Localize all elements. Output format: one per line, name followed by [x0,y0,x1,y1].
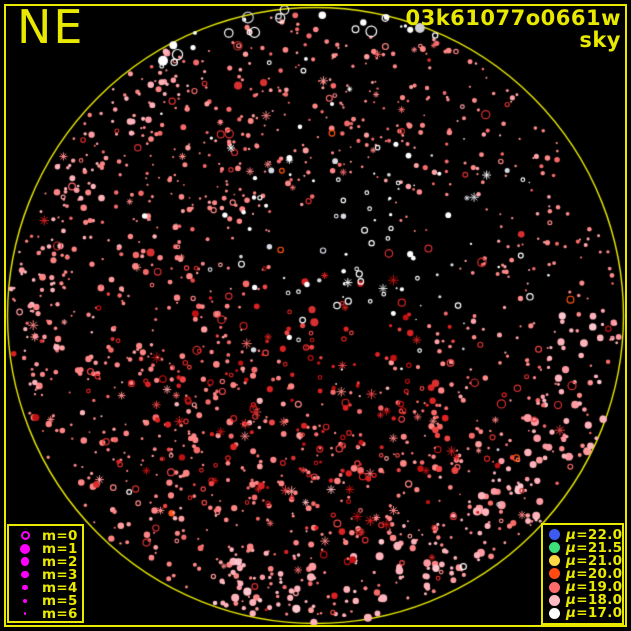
legend-row: μ=17.0 [548,605,623,622]
legend-label: μ=20.0 [566,565,623,582]
legend-label: m=3 [42,566,78,583]
legend-marker-slot [548,568,560,580]
legend-label: μ=21.5 [566,539,623,556]
legend-row: m=3 [17,566,78,583]
legend-label: m=2 [42,553,78,570]
legend-label: μ=19.0 [566,579,623,596]
dot-marker-icon [22,584,28,591]
legend-row: m=1 [17,540,78,557]
legend-row: m=5 [17,592,78,609]
legend-marker-slot [548,555,560,567]
dot-marker-icon [548,607,560,619]
dot-marker-icon [23,612,27,615]
dot-marker-icon [548,568,560,580]
legend-marker-slot [17,598,33,603]
legend-marker-slot [17,557,33,566]
legend-label: m=4 [42,579,78,596]
dot-marker-icon [21,570,29,579]
legend-label: m=5 [42,592,78,609]
plot-title: 03k61077o0661w [405,6,621,30]
legend-row: m=2 [17,553,78,570]
legend-marker-slot [548,594,560,606]
plot-subtitle: sky [579,28,621,52]
legend-row: μ=18.0 [548,592,623,609]
legend-marker-slot [548,607,560,619]
legend-label: μ=17.0 [566,605,623,622]
legend-label: μ=22.0 [566,526,623,543]
dot-marker-icon [20,543,30,554]
legend-row: μ=22.0 [548,526,623,543]
legend-row: m=4 [17,579,78,596]
legend-marker-slot [548,529,560,541]
legend-label: m=6 [42,605,78,622]
legend-label: μ=18.0 [566,592,623,609]
legend-marker-slot [17,612,33,615]
legend-marker-slot [548,581,560,593]
surface-brightness-color-legend: μ=22.0 μ=21.5 μ=21.0 μ=20.0 μ=19.0 μ=18.0 μ=17… [541,523,624,625]
legend-row: μ=19.0 [548,579,623,596]
legend-marker-slot [17,543,33,554]
title-block: 03k61077o0661w sky [405,8,621,51]
legend-marker-slot [548,542,560,554]
magnitude-size-legend: m=0 m=1 m=2 m=3 m=4 m=5 m=6 [7,524,84,623]
dot-marker-icon [548,555,560,567]
legend-row: μ=21.5 [548,539,623,556]
dot-marker-icon [548,581,560,593]
legend-row: m=6 [17,605,78,622]
legend-label: m=1 [42,540,78,557]
legend-row: m=0 [17,527,78,544]
dot-marker-icon [548,529,560,541]
dot-marker-icon [23,598,27,603]
legend-row: μ=21.0 [548,552,623,569]
dot-marker-icon [548,594,560,606]
orientation-label: NE [17,0,85,54]
legend-row: μ=20.0 [548,565,623,582]
legend-marker-slot [17,570,33,579]
legend-marker-slot [17,531,33,540]
legend-label: m=0 [42,527,78,544]
legend-marker-slot [17,584,33,591]
ring-marker-icon [20,531,30,540]
dot-marker-icon [548,542,560,554]
dot-marker-icon [20,557,30,566]
legend-label: μ=21.0 [566,552,623,569]
